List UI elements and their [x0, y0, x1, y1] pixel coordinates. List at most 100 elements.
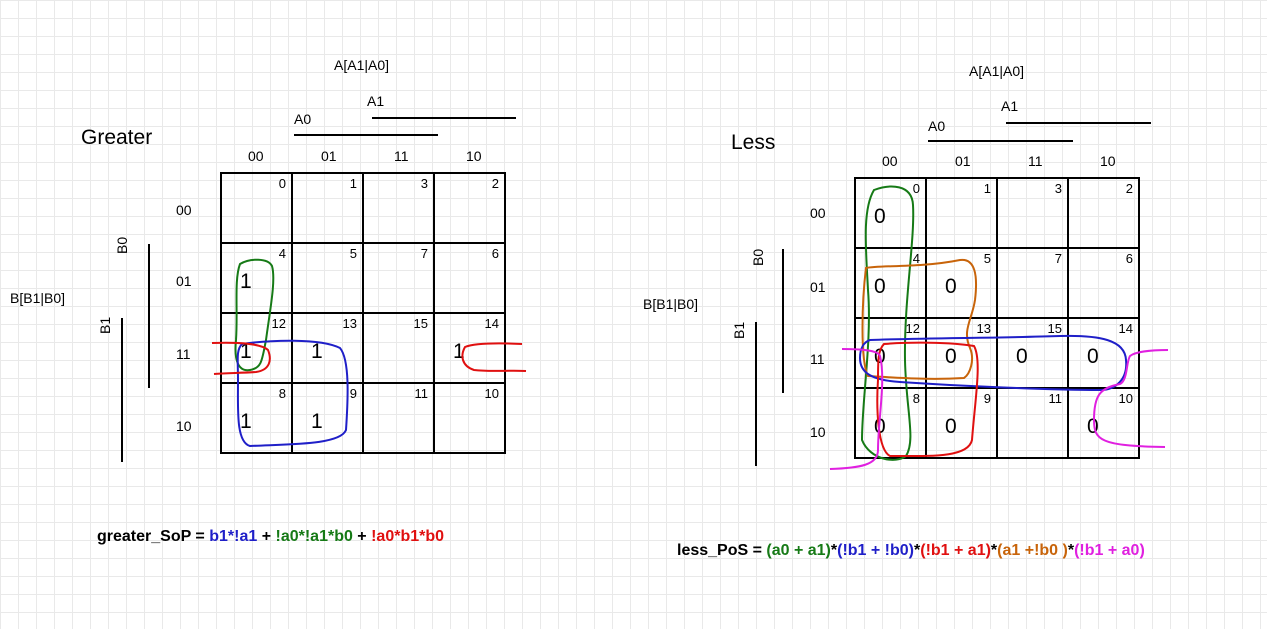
- cell-index: 9: [349, 386, 357, 401]
- cell-index: 12: [905, 321, 920, 336]
- cell-index: 7: [420, 246, 428, 261]
- kmap-row: 12 1 13 1 15 14 1: [220, 312, 506, 384]
- cell-value: 0: [1016, 345, 1028, 368]
- cell-value: 0: [945, 345, 957, 368]
- kmap-cell: 2: [433, 172, 506, 244]
- kmap-cell: 15 0: [996, 317, 1069, 389]
- cell-index: 11: [414, 386, 429, 401]
- formula-term-blue: (!b1 + !b0): [837, 542, 914, 559]
- formula-term-red: !a0*b1*b0: [371, 528, 445, 545]
- greater-b0-bar: [148, 244, 150, 388]
- less-a0-label: A0: [928, 118, 946, 134]
- formula-operator: *: [914, 542, 921, 559]
- less-col-header: 10: [1100, 153, 1116, 169]
- kmap-cell: 13 1: [291, 312, 364, 384]
- cell-value: 0: [1087, 415, 1099, 438]
- kmap-cell: 3: [996, 177, 1069, 249]
- greater-a1-label: A1: [367, 93, 385, 109]
- cell-index: 3: [1054, 181, 1062, 196]
- less-row-header: 01: [810, 279, 826, 295]
- cell-index: 2: [1125, 181, 1133, 196]
- less-a1-label: A1: [1001, 98, 1019, 114]
- greater-col-header: 00: [248, 148, 264, 164]
- less-row-header: 00: [810, 205, 826, 221]
- formula-operator: *: [1067, 542, 1075, 559]
- formula-lhs: less_PoS =: [677, 542, 767, 559]
- cell-index: 13: [342, 316, 357, 331]
- cell-index: 0: [278, 176, 286, 191]
- greater-a0-label: A0: [294, 111, 312, 127]
- kmap-cell: 14 0: [1067, 317, 1140, 389]
- cell-index: 15: [413, 316, 428, 331]
- cell-index: 6: [491, 246, 499, 261]
- less-row-header: 11: [810, 351, 825, 367]
- kmap-cell: 2: [1067, 177, 1140, 249]
- less-b0-label: B0: [750, 248, 766, 266]
- kmap-cell: 11: [996, 387, 1069, 459]
- kmap-cell: 13 0: [925, 317, 998, 389]
- kmap-cell: 7: [362, 242, 435, 314]
- cell-value: 1: [311, 340, 323, 363]
- greater-a1-bar: [372, 117, 516, 119]
- cell-index: 1: [983, 181, 991, 196]
- greater-a-label: A[A1|A0]: [334, 57, 390, 73]
- less-a1-bar: [1006, 122, 1151, 124]
- greater-b1-label: B1: [97, 316, 113, 334]
- kmap-cell: 10 0: [1067, 387, 1140, 459]
- cell-value: 1: [240, 340, 252, 363]
- cell-index: 8: [278, 386, 286, 401]
- kmap-cell: 12 0: [854, 317, 927, 389]
- kmap-cell: 1: [291, 172, 364, 244]
- cell-index: 14: [1118, 321, 1133, 336]
- cell-value: 0: [945, 415, 957, 438]
- formula-term-orange: (a1 +!b0 ): [997, 542, 1068, 559]
- cell-value: 0: [874, 205, 886, 228]
- greater-col-header: 01: [321, 148, 337, 164]
- less-row-header: 10: [810, 424, 826, 440]
- cell-value: 0: [874, 415, 886, 438]
- kmap-cell: 6: [1067, 247, 1140, 319]
- greater-col-header: 11: [394, 148, 409, 164]
- kmap-row: 0 1 3 2: [220, 172, 506, 244]
- formula-operator: +: [352, 528, 372, 545]
- formula-term-red: (!b1 + a1): [920, 542, 991, 559]
- less-b1-bar: [755, 322, 757, 466]
- cell-index: 4: [912, 251, 920, 266]
- formula-lhs: greater_SoP =: [97, 528, 210, 545]
- greater-row-header: 01: [176, 273, 192, 289]
- cell-index: 5: [983, 251, 991, 266]
- kmap-cell: 14 1: [433, 312, 506, 384]
- cell-index: 12: [271, 316, 286, 331]
- cell-index: 3: [420, 176, 428, 191]
- greater-b-label: B[B1|B0]: [10, 290, 66, 306]
- kmap-row: 12 0 13 0 15 0 14 0: [854, 317, 1140, 389]
- less-col-header: 01: [955, 153, 971, 169]
- less-col-header: 00: [882, 153, 898, 169]
- cell-index: 7: [1054, 251, 1062, 266]
- less-b-label: B[B1|B0]: [643, 296, 699, 312]
- cell-value: 0: [874, 345, 886, 368]
- cell-value: 0: [874, 275, 886, 298]
- greater-formula: greater_SoP = b1*!a1 + !a0*!a1*b0 + !a0*…: [97, 528, 444, 546]
- less-col-header: 11: [1028, 153, 1043, 169]
- cell-value: 1: [240, 270, 252, 293]
- greater-row-header: 10: [176, 418, 192, 434]
- cell-index: 8: [912, 391, 920, 406]
- kmap-cell: 5: [291, 242, 364, 314]
- cell-index: 11: [1048, 391, 1063, 406]
- kmap-cell: 11: [362, 382, 435, 454]
- cell-index: 14: [484, 316, 499, 331]
- less-formula: less_PoS = (a0 + a1)*(!b1 + !b0)*(!b1 + …: [677, 542, 1145, 560]
- kmap-cell: 7: [996, 247, 1069, 319]
- greater-row-header: 00: [176, 202, 192, 218]
- formula-term-green: !a0*!a1*b0: [275, 528, 353, 545]
- less-b1-label: B1: [731, 321, 747, 339]
- formula-term-magenta: (!b1 + a0): [1074, 542, 1145, 559]
- cell-value: 1: [453, 340, 465, 363]
